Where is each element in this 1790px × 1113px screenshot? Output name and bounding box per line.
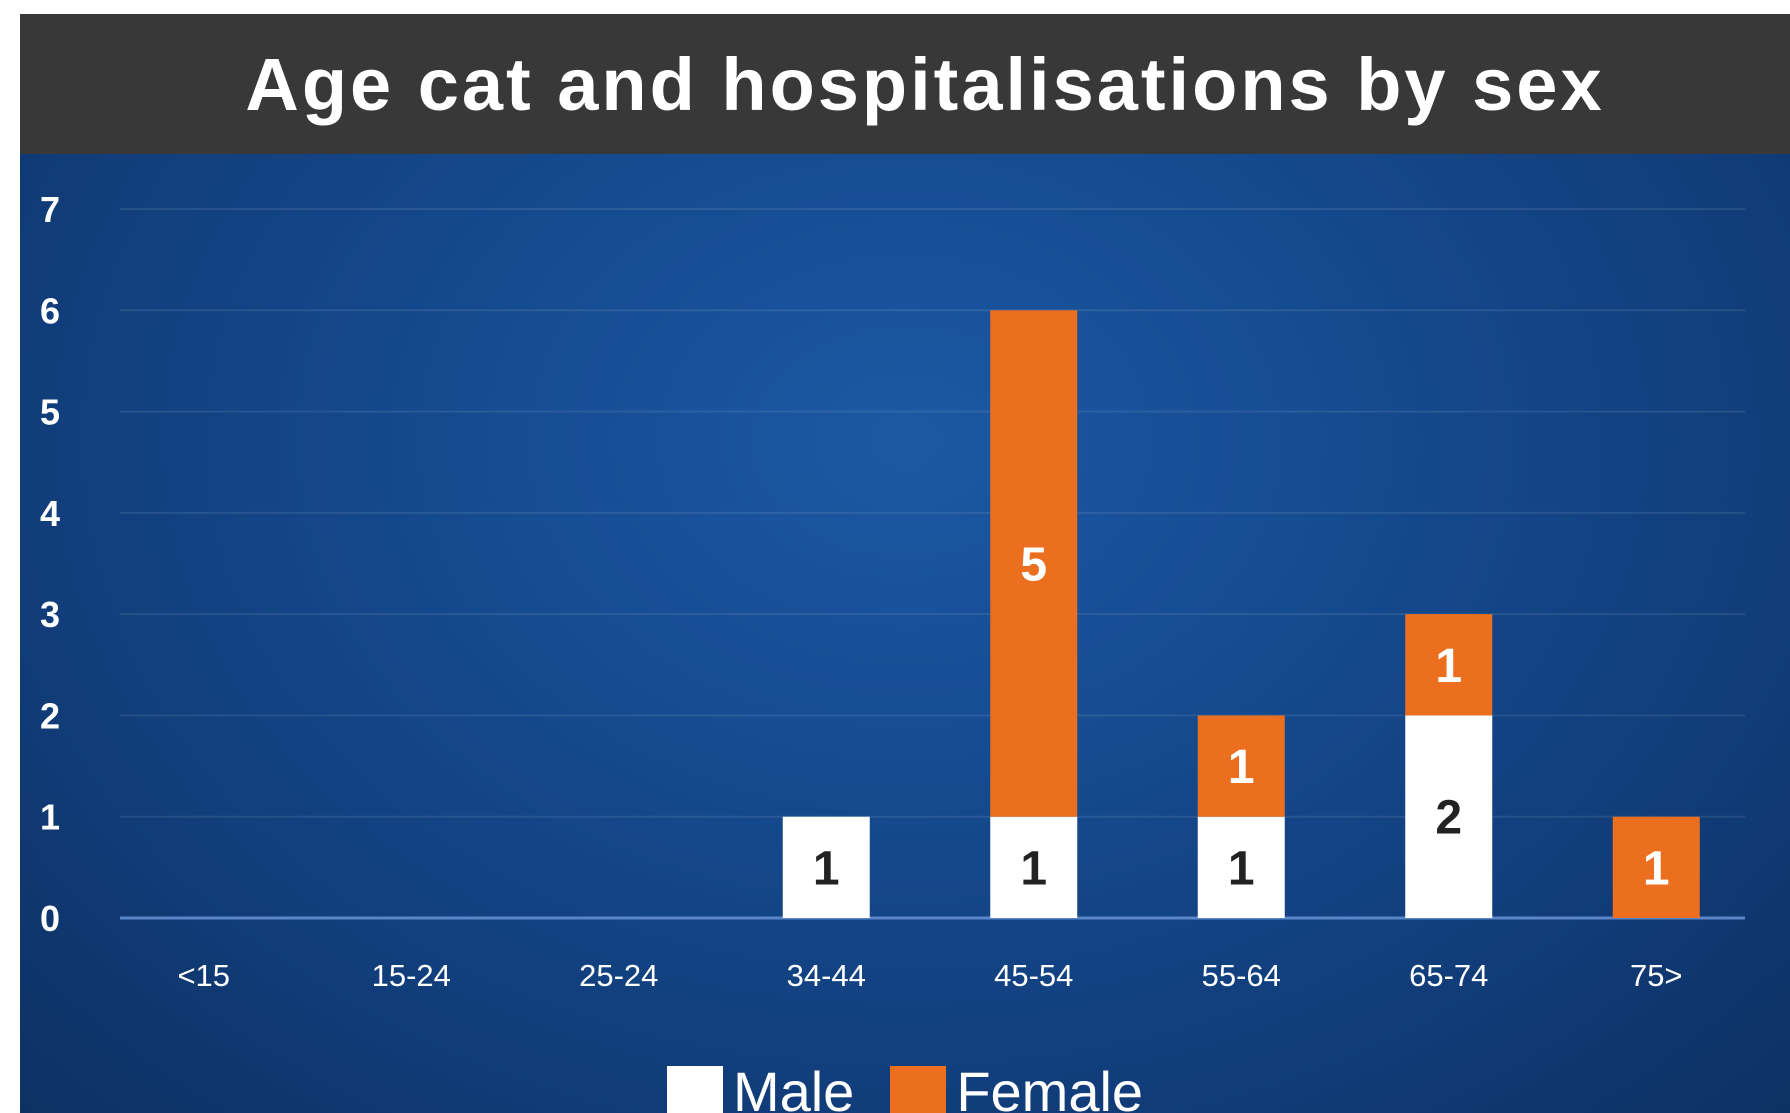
chart-frame: Age cat and hospitalisations by sex 0 1 2 3… — [20, 14, 1790, 1113]
x-tick-label-4: 45-54 — [994, 958, 1073, 993]
bar-female-5 — [1197, 715, 1285, 817]
bar-male-5 — [1197, 816, 1285, 918]
x-tick-label-6: 65-74 — [1409, 958, 1488, 993]
x-tick-label-7: 75> — [1630, 958, 1683, 993]
x-tick-label-5: 55-64 — [1202, 958, 1281, 993]
y-tick-label-2: 2 — [40, 695, 60, 736]
y-tick-label-4: 4 — [40, 493, 60, 534]
x-tick-label-3: 34-44 — [787, 958, 866, 993]
y-tick-label-3: 3 — [40, 594, 60, 635]
data-label-male-5: 1 — [1228, 842, 1255, 895]
data-label-female-4: 5 — [1020, 539, 1047, 592]
y-tick-label-7: 7 — [40, 189, 60, 230]
data-label-male-6: 2 — [1435, 792, 1462, 845]
chart-title: Age cat and hospitalisations by sex — [245, 42, 1605, 126]
legend-swatch-male — [666, 1066, 723, 1113]
chart-plot: 0 1 2 3 4 5 6 7 <15 15-24 25-24 34-44 45-54 55-64 65-7… — [40, 189, 1745, 993]
bar-female-7 — [1612, 816, 1700, 918]
bar-male-6 — [1405, 715, 1493, 918]
data-label-female-7: 1 — [1643, 842, 1670, 895]
legend-swatch-female — [890, 1066, 947, 1113]
legend-label-male: Male — [732, 1060, 855, 1113]
x-tick-label-0: <15 — [177, 958, 230, 993]
bar-male-3 — [782, 816, 870, 918]
data-label-male-4: 1 — [1020, 842, 1047, 895]
bar-female-4 — [990, 310, 1078, 817]
bar-female-6 — [1405, 614, 1493, 716]
legend-item-male: Male — [666, 1060, 855, 1113]
legend: Male Female — [20, 1062, 1790, 1113]
y-tick-label-0: 0 — [40, 898, 60, 939]
y-tick-label-1: 1 — [40, 797, 60, 838]
title-bar: Age cat and hospitalisations by sex — [20, 14, 1790, 154]
x-tick-label-1: 15-24 — [372, 958, 451, 993]
legend-label-female: Female — [956, 1060, 1144, 1113]
legend-item-female: Female — [890, 1062, 1143, 1113]
y-tick-label-6: 6 — [40, 290, 60, 331]
x-tick-label-2: 25-24 — [579, 958, 658, 993]
data-label-female-5: 1 — [1228, 741, 1255, 794]
data-label-male-3: 1 — [813, 842, 840, 895]
plot-panel: 0 1 2 3 4 5 6 7 <15 15-24 25-24 34-44 45-54 55-64 65-7… — [20, 154, 1790, 1113]
data-label-female-6: 1 — [1435, 640, 1462, 693]
bar-male-4 — [990, 816, 1078, 918]
y-tick-label-5: 5 — [40, 392, 60, 433]
